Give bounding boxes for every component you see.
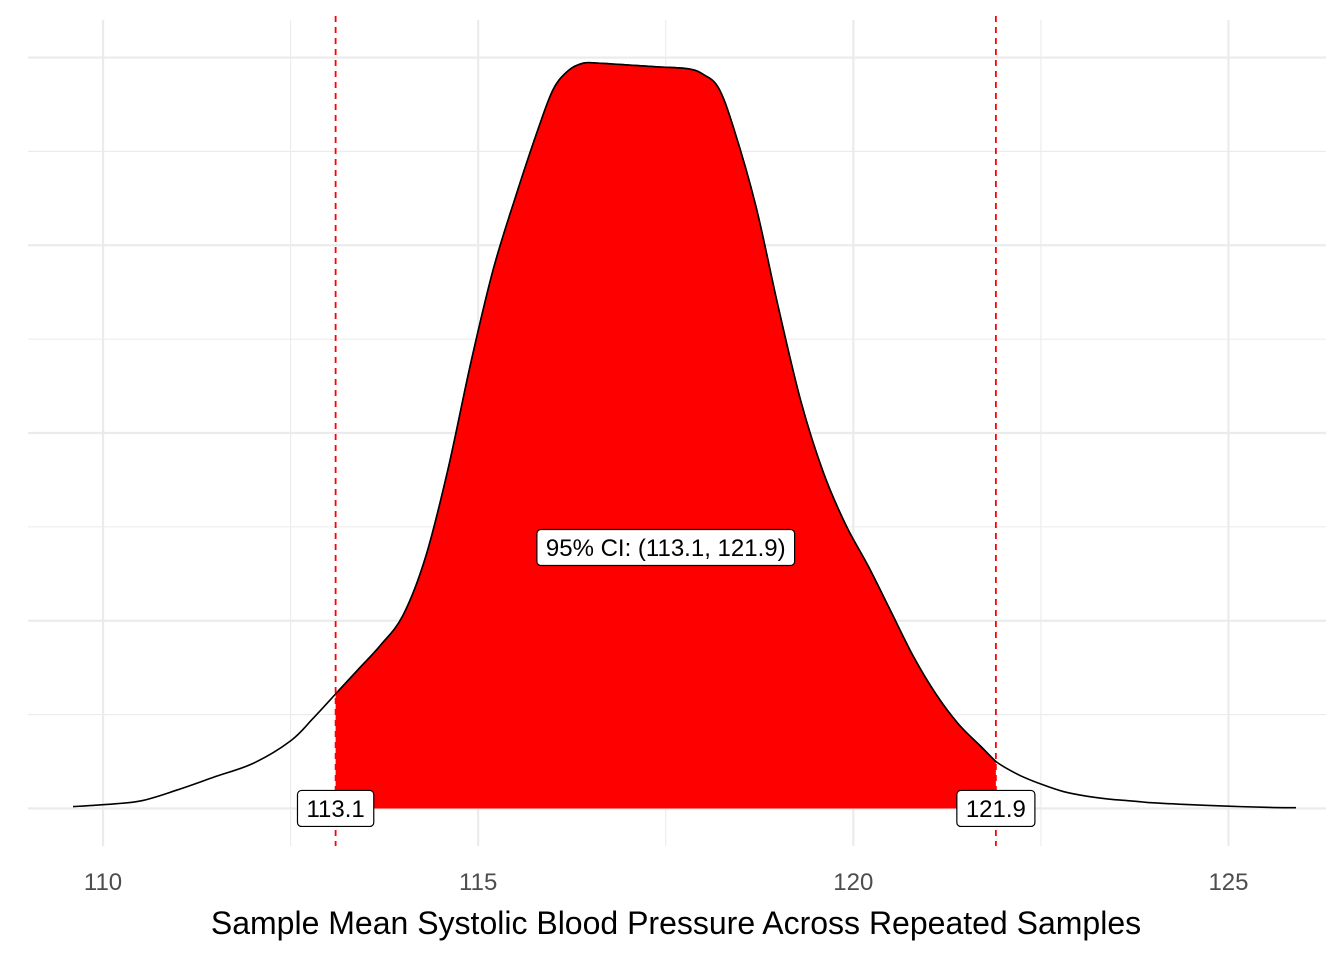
x-axis-ticks: 110 115 120 125 xyxy=(84,869,1249,896)
x-tick-label: 110 xyxy=(84,869,122,896)
density-curve-ci xyxy=(335,61,997,763)
ci-lower-label-text: 113.1 xyxy=(306,796,364,823)
ci-shaded-area xyxy=(335,62,996,809)
ci-upper-label: 121.9 xyxy=(956,789,1036,828)
ci-upper-label-box xyxy=(956,789,1036,828)
ci-annotation-text: 95% CI: (113.1, 121.9) xyxy=(546,535,786,562)
ci-annotation: 95% CI: (113.1, 121.9) xyxy=(536,528,796,567)
x-tick-label: 115 xyxy=(459,869,497,896)
ci-lower-label: 113.1 xyxy=(296,789,375,828)
ci-lower-label-box xyxy=(296,789,375,828)
ci-annotation-box xyxy=(536,528,796,567)
ci-upper-label-text: 121.9 xyxy=(966,796,1026,823)
x-tick-label: 120 xyxy=(833,869,873,896)
x-axis-title: Sample Mean Systolic Blood Pressure Acro… xyxy=(211,905,1141,941)
x-tick-label: 125 xyxy=(1208,869,1248,896)
